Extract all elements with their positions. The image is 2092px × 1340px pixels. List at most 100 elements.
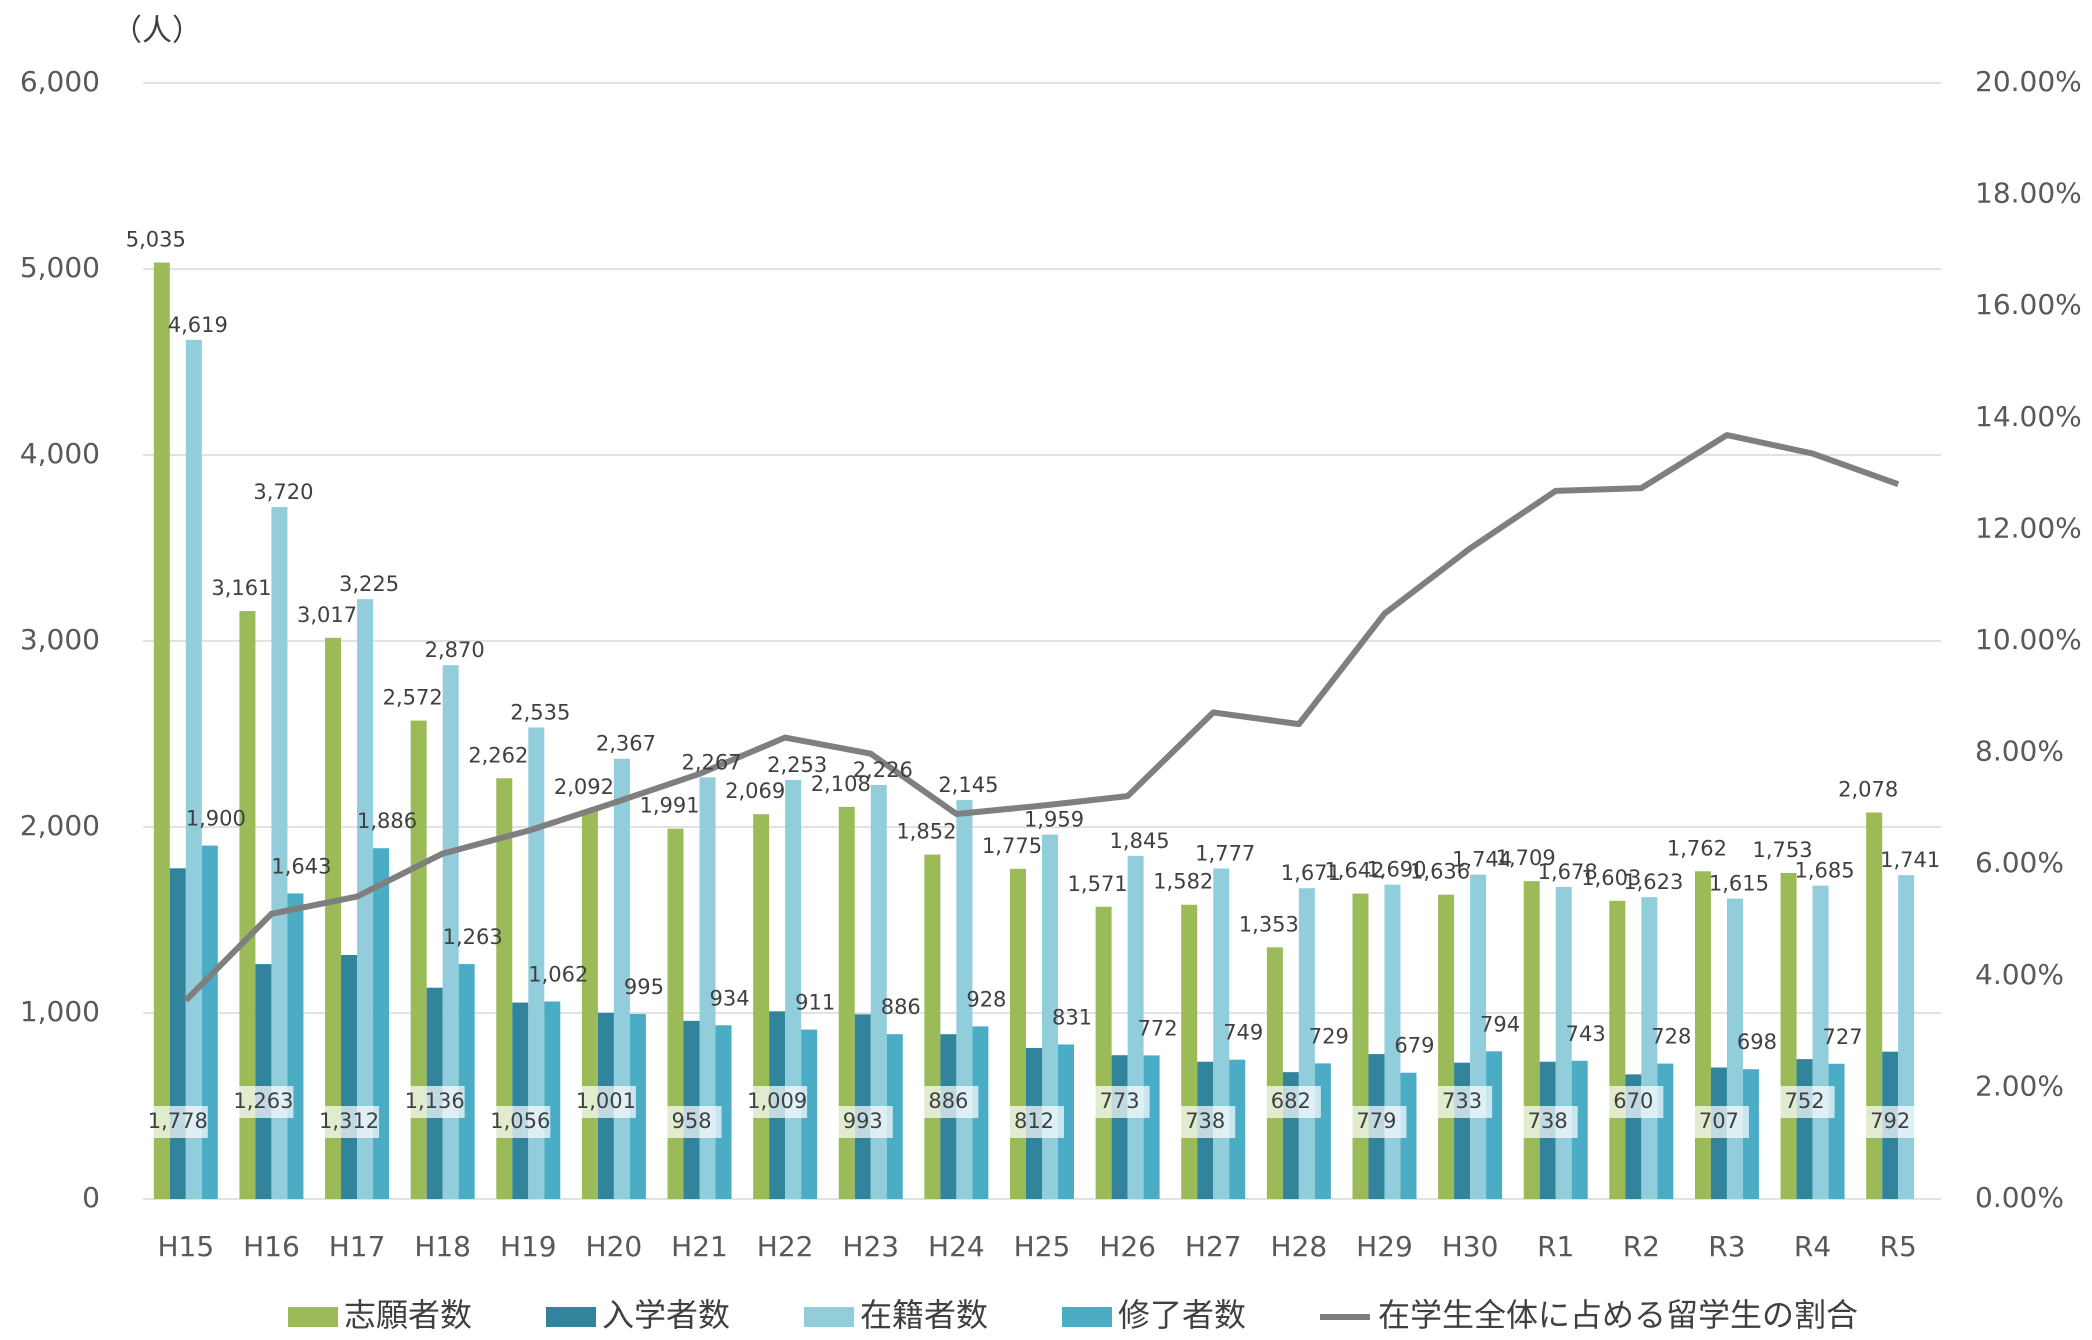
data-label: 2,092 <box>554 775 614 799</box>
legend-label: 志願者数 <box>344 1296 472 1334</box>
bar <box>1657 1063 1674 1199</box>
bar <box>287 893 304 1199</box>
data-label: 1,991 <box>639 794 699 818</box>
bar <box>1796 1059 1813 1199</box>
x-tick-label: R1 <box>1537 1230 1574 1263</box>
data-label: 773 <box>1100 1089 1140 1113</box>
bar <box>801 1029 818 1199</box>
bar <box>496 778 513 1199</box>
data-label: 729 <box>1309 1024 1349 1048</box>
y2-tick-label: 20.00% <box>1975 65 2082 98</box>
data-label: 1,312 <box>319 1109 379 1133</box>
y2-tick-label: 6.00% <box>1975 846 2064 879</box>
bar <box>1780 872 1797 1199</box>
data-label: 2,262 <box>468 743 528 767</box>
data-label: 1,353 <box>1239 912 1299 936</box>
data-label: 1,762 <box>1667 836 1727 860</box>
bar <box>1571 1060 1588 1199</box>
data-label: 1,263 <box>443 925 503 949</box>
data-label: 2,078 <box>1838 777 1898 801</box>
x-tick-label: H19 <box>500 1230 557 1263</box>
bar <box>442 665 459 1199</box>
data-label: 1,775 <box>982 834 1042 858</box>
x-tick-label: R2 <box>1623 1230 1660 1263</box>
bar <box>528 727 545 1199</box>
legend-swatch <box>1062 1307 1112 1327</box>
label-box <box>1346 1106 1407 1138</box>
y2-tick-label: 18.00% <box>1975 177 2082 210</box>
data-label: 1,778 <box>148 1109 208 1133</box>
y-tick-label: 3,000 <box>20 623 100 656</box>
data-label: 1,744 <box>1452 848 1512 872</box>
legend-label: 修了者数 <box>1118 1296 1246 1334</box>
data-label: 772 <box>1138 1016 1178 1040</box>
data-label: 1,852 <box>896 820 956 844</box>
bar <box>239 611 256 1199</box>
data-label: 831 <box>1052 1005 1092 1029</box>
bar <box>1352 893 1369 1199</box>
data-label: 812 <box>1014 1109 1054 1133</box>
label-box <box>918 1086 979 1118</box>
bar <box>972 1026 989 1199</box>
bar <box>185 339 202 1200</box>
data-label: 1,643 <box>271 854 331 878</box>
data-label: 682 <box>1271 1089 1311 1113</box>
x-tick-label: H29 <box>1356 1230 1413 1263</box>
data-label: 3,161 <box>211 576 271 600</box>
x-tick-label: H22 <box>757 1230 814 1263</box>
data-label: 1,001 <box>576 1089 636 1113</box>
bar <box>153 262 170 1199</box>
x-tick-label: H28 <box>1271 1230 1328 1263</box>
data-label: 1,623 <box>1623 870 1683 894</box>
label-box <box>1774 1086 1835 1118</box>
data-label: 5,035 <box>126 227 186 251</box>
x-tick-label: H17 <box>329 1230 386 1263</box>
bar <box>699 777 716 1199</box>
bar <box>1486 1051 1503 1199</box>
data-label: 1,753 <box>1753 838 1813 862</box>
data-label: 779 <box>1356 1109 1396 1133</box>
data-label: 1,642 <box>1324 859 1384 883</box>
label-box <box>1004 1106 1064 1138</box>
bar <box>1694 871 1711 1199</box>
data-label: 1,571 <box>1068 872 1128 896</box>
data-label: 2,253 <box>767 753 827 777</box>
legend-label: 在籍者数 <box>860 1296 988 1334</box>
data-label: 679 <box>1394 1034 1434 1058</box>
bar <box>271 507 288 1200</box>
data-label: 738 <box>1185 1109 1225 1133</box>
bar <box>1229 1059 1246 1199</box>
x-tick-label: H21 <box>671 1230 728 1263</box>
data-label: 1,615 <box>1709 872 1769 896</box>
x-tick-label: R5 <box>1880 1230 1917 1263</box>
bar <box>255 964 272 1199</box>
bar <box>1523 881 1540 1199</box>
label-box <box>147 1106 208 1138</box>
data-label: 2,145 <box>938 773 998 797</box>
label-box <box>1603 1086 1664 1118</box>
bar <box>201 845 218 1199</box>
y2-tick-label: 10.00% <box>1975 623 2082 656</box>
bar <box>1470 874 1487 1199</box>
data-label: 2,367 <box>596 732 656 756</box>
bar <box>410 720 427 1199</box>
label-box <box>233 1086 294 1118</box>
label-box <box>1517 1106 1578 1138</box>
data-label: 1,582 <box>1153 870 1213 894</box>
x-tick-label: H18 <box>414 1230 471 1263</box>
label-box <box>1175 1106 1236 1138</box>
data-label: 2,069 <box>725 779 785 803</box>
y2-tick-label: 14.00% <box>1975 400 2082 433</box>
label-box <box>1260 1086 1321 1118</box>
bar <box>870 784 887 1199</box>
y2-tick-label: 4.00% <box>1975 958 2064 991</box>
y2-tick-label: 2.00% <box>1975 1069 2064 1102</box>
data-label: 1,685 <box>1795 859 1855 883</box>
legend-swatch <box>546 1307 596 1327</box>
bar <box>1143 1055 1160 1199</box>
bar <box>1266 947 1283 1199</box>
data-label: 911 <box>795 991 835 1015</box>
data-label: 3,720 <box>253 480 313 504</box>
data-label: 1,709 <box>1496 846 1556 870</box>
